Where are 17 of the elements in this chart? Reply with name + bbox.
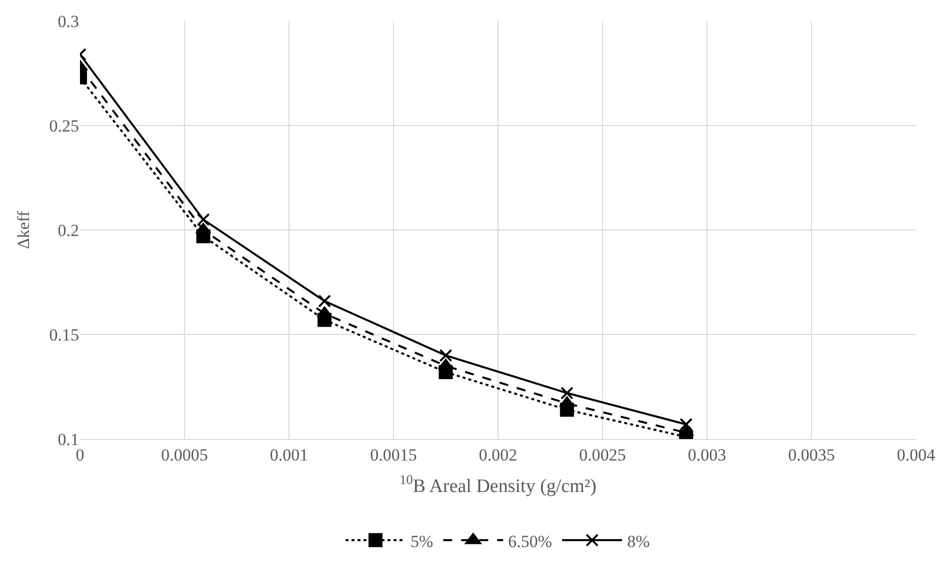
x-tick-label: 0.004 xyxy=(896,445,936,464)
x-axis-title: $^{10}$B Areal Density (g/cm²) xyxy=(400,472,596,498)
x-tick-label: 0.0025 xyxy=(579,445,626,464)
x-tick-label: 0.0035 xyxy=(788,445,835,464)
y-tick-label: 0.2 xyxy=(58,220,79,240)
x-tick-label: 0.003 xyxy=(688,445,726,464)
legend-label: 6.50% xyxy=(508,532,552,551)
y-axis-title: Δkeff xyxy=(14,210,33,249)
x-tick-label: 0.0005 xyxy=(161,445,208,464)
x-tick-label: 0.001 xyxy=(270,445,308,464)
legend-label: 8% xyxy=(627,532,650,551)
y-tick-label: 0.25 xyxy=(49,116,79,136)
legend-label: 5% xyxy=(410,532,434,551)
x-tick-label: 0.002 xyxy=(478,445,518,464)
y-tick-label: 0.3 xyxy=(58,12,79,31)
y-tick-label: 0.15 xyxy=(49,325,79,344)
x-tick-label: 0.0015 xyxy=(370,445,417,464)
